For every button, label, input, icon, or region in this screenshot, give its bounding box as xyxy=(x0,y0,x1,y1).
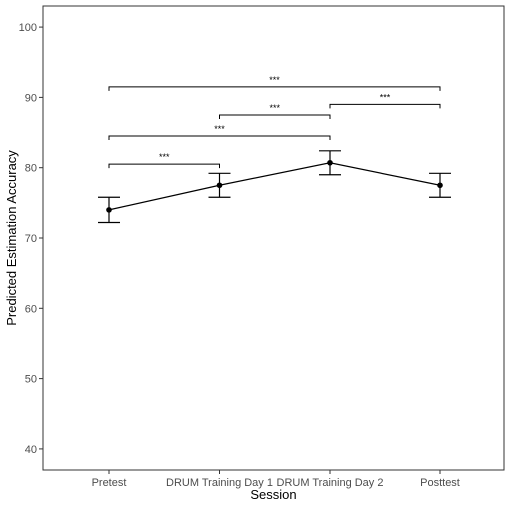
y-axis-title: Predicted Estimation Accuracy xyxy=(4,150,19,326)
sig-bracket-1 xyxy=(108,135,331,141)
sig-bracket-2 xyxy=(219,114,331,119)
data-point-1 xyxy=(216,182,223,189)
x-axis: Pretest DRUM Training Day 1 DRUM Training … xyxy=(92,470,460,489)
x-tick-label-1: DRUM Training Day 1 xyxy=(166,477,273,489)
data-point-3 xyxy=(437,182,443,189)
series-layer xyxy=(98,150,451,224)
sig-bracket-0 xyxy=(108,163,220,169)
y-axis: 40 50 60 70 80 90 100 xyxy=(19,22,43,456)
x-tick-label-2: DRUM Training Day 2 xyxy=(277,477,384,489)
y-tick-label-60: 60 xyxy=(25,303,37,315)
sig-bracket-4 xyxy=(108,86,441,91)
y-tick-label-70: 70 xyxy=(25,233,37,245)
x-axis-title: Session xyxy=(250,487,296,502)
sig-bracket-3 xyxy=(329,103,441,109)
y-tick-label-100: 100 xyxy=(19,22,37,34)
x-tick-label-0: Pretest xyxy=(92,477,127,489)
y-tick-label-80: 80 xyxy=(25,163,37,175)
sig-label-3: *** xyxy=(380,92,391,102)
y-tick-label-40: 40 xyxy=(25,444,37,456)
series-line-0 xyxy=(108,162,441,211)
significance-brackets: *** *** *** *** *** xyxy=(108,75,441,169)
data-point-2 xyxy=(327,159,333,166)
y-tick-label-90: 90 xyxy=(25,92,37,104)
sig-label-4: *** xyxy=(269,75,280,85)
x-tick-label-3: Posttest xyxy=(420,477,460,489)
sig-label-2: *** xyxy=(269,103,280,113)
data-point-0 xyxy=(106,207,112,213)
y-tick-label-50: 50 xyxy=(25,374,37,386)
sig-label-1: *** xyxy=(214,124,225,134)
sig-label-0: *** xyxy=(159,152,170,162)
